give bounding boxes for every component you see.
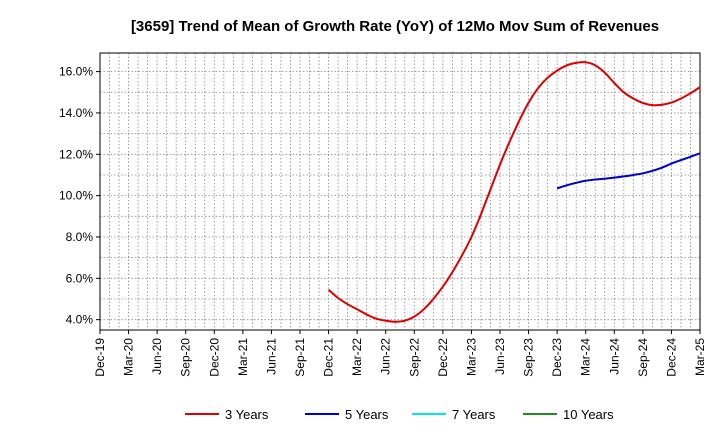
x-tick-label: Sep-20 (179, 338, 193, 377)
x-tick-label: Dec-21 (322, 338, 336, 377)
plot-area: 4.0% 6.0% 8.0% 10.0% 12.0% 14.0% 16.0% Dec-19 Ma… (59, 52, 707, 377)
y-tick-label: 4.0% (66, 313, 94, 327)
x-tick-label: Dec-23 (550, 338, 564, 377)
y-tick-label: 14.0% (59, 106, 93, 120)
x-tick-label: Dec-22 (436, 338, 450, 377)
series-line-5-years (556, 152, 701, 190)
x-tick-label: Sep-22 (407, 338, 421, 377)
x-tick-label: Jun-22 (379, 338, 393, 375)
legend-label: 10 Years (563, 407, 614, 422)
x-tick-label: Mar-25 (693, 338, 707, 376)
x-tick-label: Mar-22 (350, 338, 364, 376)
x-tick-label: Mar-21 (236, 338, 250, 376)
x-tick-label: Dec-20 (207, 338, 221, 377)
x-tick-label: Jun-23 (493, 338, 507, 375)
x-tick-label: Sep-24 (636, 338, 650, 377)
legend-label: 5 Years (345, 407, 389, 422)
x-tick-label: Mar-20 (122, 338, 136, 376)
x-tick-label: Mar-23 (464, 338, 478, 376)
y-tick-label: 10.0% (59, 189, 93, 203)
legend-label: 3 Years (225, 407, 269, 422)
x-tick-label: Sep-23 (522, 338, 536, 377)
legend-label: 7 Years (452, 407, 496, 422)
x-tick-label: Sep-21 (293, 338, 307, 377)
y-tick-label: 8.0% (66, 230, 94, 244)
legend: 3 Years 5 Years 7 Years 10 Years (185, 407, 614, 422)
y-tick-label: 16.0% (59, 65, 93, 79)
chart-title: [3659] Trend of Mean of Growth Rate (YoY… (131, 18, 659, 35)
x-tick-label: Jun-20 (150, 338, 164, 375)
y-tick-label: 6.0% (66, 271, 94, 285)
x-tick-label: Dec-24 (664, 338, 678, 377)
plot-frame (99, 52, 701, 331)
x-tick-label: Jun-21 (264, 338, 278, 375)
y-tick-label: 12.0% (59, 147, 93, 161)
x-tick-label: Jun-24 (607, 338, 621, 375)
x-tick-label: Mar-24 (579, 338, 593, 376)
plot-background (100, 53, 700, 330)
series-line-3-years (327, 61, 701, 323)
x-tick-label: Dec-19 (93, 338, 107, 377)
